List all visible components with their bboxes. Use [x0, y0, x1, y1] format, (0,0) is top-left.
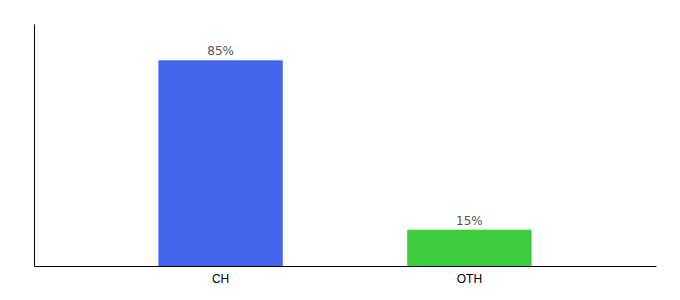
- data-labels: 85% 15%: [207, 44, 482, 227]
- x-tick-label: OTH: [457, 272, 482, 286]
- y-axis-line: [34, 25, 35, 267]
- chart: 85% 15% CH OTH: [0, 0, 680, 300]
- data-label: 15%: [456, 214, 483, 228]
- bar: [407, 230, 531, 266]
- plot: 85% 15% CH OTH: [35, 25, 657, 286]
- bars: [158, 60, 531, 266]
- x-tick: CH: [212, 272, 229, 286]
- x-tick-label: CH: [212, 272, 229, 286]
- bar: [158, 60, 282, 266]
- x-axis-line: [35, 266, 657, 267]
- x-axis: CH OTH: [35, 267, 657, 286]
- x-tick: OTH: [457, 272, 482, 286]
- y-axis: [34, 25, 35, 267]
- data-label: 85%: [207, 44, 234, 58]
